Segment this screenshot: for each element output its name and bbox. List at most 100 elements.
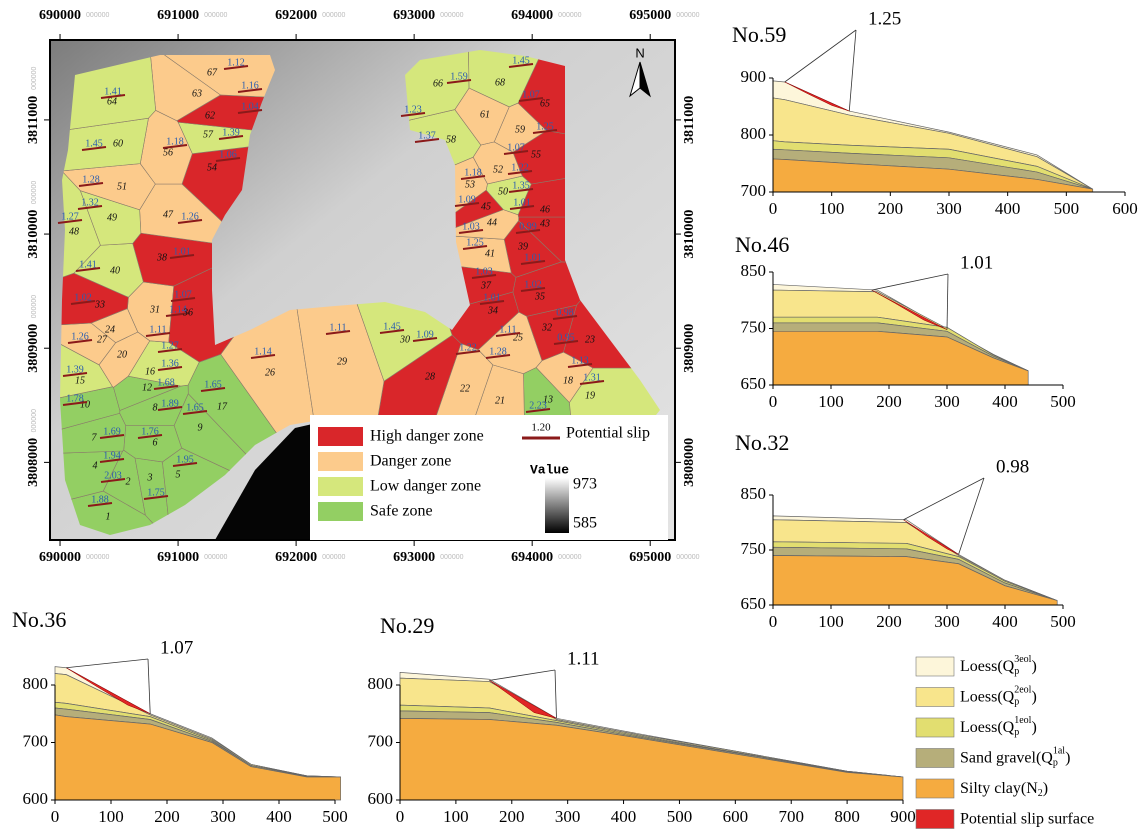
zone-id: 66: [433, 78, 443, 89]
zone-id: 2: [126, 476, 131, 487]
zone-fos: 1.13: [571, 355, 589, 366]
colorbar-max: 973: [573, 476, 597, 493]
x-tick-label: 200: [878, 199, 904, 218]
legend-text: Potential slip surface: [960, 810, 1094, 827]
annotation-leader: [148, 659, 150, 714]
profile-chart: No.361.076007008000100200300400500: [12, 607, 348, 826]
zone-id: 6: [153, 437, 158, 448]
zone-fos: 1.31: [583, 372, 601, 383]
annotation: 1.25: [868, 8, 901, 29]
x-tick-label: 500: [1050, 612, 1076, 631]
annotation-leader: [849, 30, 856, 111]
zone-id: 40: [110, 265, 120, 276]
zone-fos: 1.23: [404, 104, 422, 115]
zone-id: 54: [207, 162, 217, 173]
x-tick-label: 200: [876, 612, 902, 631]
x-tick-label: 200: [499, 807, 525, 826]
zone-id: 34: [487, 305, 498, 316]
layer: [55, 715, 341, 800]
zone-fos: 1.01: [483, 292, 501, 303]
zone-id: 65: [540, 98, 550, 109]
x-tick-label: 500: [1050, 392, 1076, 411]
zone-fos: 1.09: [416, 329, 434, 340]
annotation: 0.98: [996, 456, 1029, 477]
legend-label: Potential slip surface: [960, 810, 1094, 827]
x-tick-label: 600: [723, 807, 749, 826]
x-tick-label: 800: [834, 807, 860, 826]
chart-title: No.36: [12, 607, 66, 632]
zone-fos: 0.95: [557, 332, 575, 343]
zone-id: 33: [94, 299, 105, 310]
zone-id: 8: [153, 402, 158, 413]
x-tick-label: 300: [555, 807, 581, 826]
x-tick-label: 500: [1054, 199, 1080, 218]
map-tick-suffix: 000000: [322, 554, 345, 561]
map-y-tick-label: 3811000: [26, 96, 41, 144]
zone-fos: 1.25: [466, 237, 484, 248]
profile-legend: Loess(Qp3eol)Loess(Qp2eol)Loess(Qp1eol)S…: [916, 654, 1094, 828]
zone-id: 43: [540, 218, 550, 229]
y-tick-label: 900: [741, 67, 767, 86]
chart-title: No.59: [732, 22, 786, 47]
x-tick-label: 100: [443, 807, 469, 826]
zone-fos: 1.41: [104, 86, 122, 97]
legend-text: ): [1065, 749, 1070, 766]
legend-swatch: [318, 452, 363, 471]
zone-fos: 1.39: [222, 127, 240, 138]
zone-id: 12: [142, 382, 152, 393]
map-x-tick-label: 693000: [393, 550, 435, 565]
zone-id: 32: [541, 322, 552, 333]
legend-text: Loess(Q: [960, 658, 1015, 675]
slip-legend-label: Potential slip: [566, 425, 650, 442]
zone-fos: 1.11: [329, 322, 346, 333]
x-tick-label: 300: [210, 807, 236, 826]
map-tick-suffix: 000000: [86, 554, 109, 561]
legend-label: Low danger zone: [370, 478, 481, 495]
zone-id: 49: [107, 212, 117, 223]
legend-sup: 1al: [1053, 746, 1065, 757]
legend-label: Danger zone: [370, 453, 451, 470]
annotation-leader: [872, 274, 948, 290]
x-tick-label: 300: [936, 199, 962, 218]
zone-id: 36: [182, 307, 193, 318]
map-y-tick-label: 3809000: [682, 324, 697, 373]
figure: 11.8822.0331.7541.9451.9561.7671.6981.89…: [0, 0, 1142, 829]
zone-id: 3: [147, 472, 153, 483]
zone-id: 5: [176, 469, 181, 480]
map-x-tick-label: 692000: [275, 550, 317, 565]
zone-id: 68: [495, 77, 505, 88]
zone-fos: 1.25: [536, 121, 554, 132]
legend-text: ): [1031, 719, 1036, 736]
zone-fos: 1.16: [241, 80, 259, 91]
zone-fos: 1.69: [103, 426, 121, 437]
x-tick-label: 100: [98, 807, 124, 826]
zone-id: 62: [205, 110, 215, 121]
legend-text: Sand gravel(Q: [960, 749, 1053, 766]
zone-fos: 1.37: [418, 130, 436, 141]
zone-id: 58: [446, 134, 456, 145]
zone-id: 23: [585, 334, 595, 345]
x-tick-label: 500: [667, 807, 693, 826]
zone-fos: 1.26: [71, 331, 89, 342]
profile-chart: No.591.257008009000100200300400500600: [732, 8, 1138, 218]
map-tick-suffix: 000000: [86, 12, 109, 19]
map-tick-suffix: 000000: [31, 409, 38, 432]
map-y-tick-label: 3808000: [682, 438, 697, 487]
zone-fos: 1.65: [186, 402, 204, 413]
zone-id: 17: [217, 401, 228, 412]
zone-id: 60: [113, 138, 123, 149]
map-x-tick-label: 692000: [275, 8, 317, 23]
slip-legend-value: 1.20: [531, 422, 551, 434]
x-tick-label: 300: [934, 612, 960, 631]
zone-id: 20: [117, 349, 127, 360]
legend-swatch: [916, 688, 954, 707]
zone-fos: 1.09: [458, 194, 476, 205]
zone-fos: 1.01: [513, 197, 531, 208]
map-y-tick-label: 3808000: [26, 438, 41, 487]
zone-id: 35: [534, 291, 545, 302]
annotation-leader: [489, 670, 555, 680]
annotation: 1.11: [567, 648, 600, 669]
zone-fos: 1.14: [254, 346, 272, 357]
zone-fos: 1.01: [173, 246, 191, 257]
zone-id: 50: [498, 186, 508, 197]
